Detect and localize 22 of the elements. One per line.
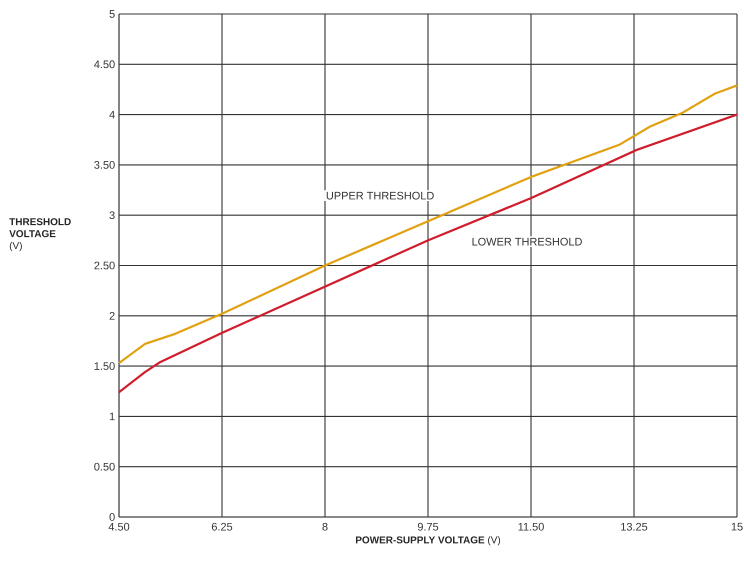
x-tick-label: 15	[732, 522, 743, 530]
x-tick-label: 9.75	[418, 522, 438, 531]
series-label: LOWER THRESHOLD	[472, 238, 582, 246]
y-tick-label: 1	[110, 412, 115, 420]
y-tick-label: 5	[109, 10, 115, 18]
y-tick-label: 1.50	[94, 362, 115, 370]
y-axis-title: THRESHOLD VOLTAGE (V)	[9, 218, 71, 252]
y-tick-label: 4	[109, 110, 115, 118]
y-tick-label: 3	[109, 211, 115, 220]
line-series	[118, 84, 738, 364]
y-tick-label: 0	[109, 513, 115, 521]
x-tick-label: 6.25	[212, 522, 232, 531]
y-tick-label: 3.50	[94, 161, 115, 169]
x-axis-title: POWER-SUPPLY VOLTAGE (V)	[356, 536, 500, 546]
x-tick-label: 13.25	[621, 522, 648, 531]
series-label: UPPER THRESHOLD	[326, 192, 434, 200]
x-tick-label: 11.50	[518, 522, 544, 531]
y-tick-label: 2.50	[94, 262, 115, 270]
y-tick-label: 0.50	[94, 462, 115, 471]
y-tick-label: 4.50	[94, 60, 115, 68]
y-tick-label: 2	[110, 312, 115, 320]
x-tick-label: 8	[322, 522, 328, 531]
